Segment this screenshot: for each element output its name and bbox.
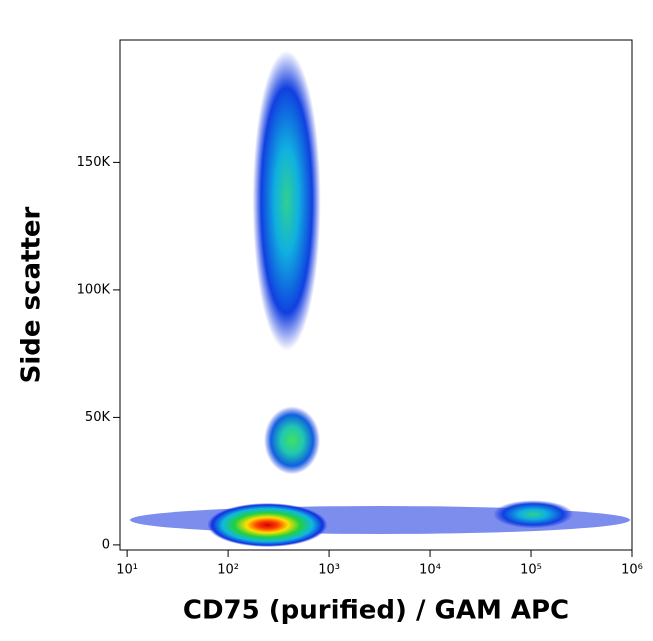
plot-area <box>119 39 633 551</box>
x-tick-label: 10³ <box>318 563 340 578</box>
y-tick-label: 0 <box>102 537 110 552</box>
x-tick-label: 10⁵ <box>520 563 542 578</box>
x-tick-label: 10¹ <box>116 563 138 578</box>
y-tick-label: 150K <box>77 155 111 170</box>
x-tick-label: 10⁴ <box>419 563 441 578</box>
x-tick-label: 10² <box>217 563 239 578</box>
population <box>207 503 328 548</box>
x-tick-label: 10⁶ <box>621 563 643 578</box>
population <box>493 500 574 529</box>
y-tick-label: 100K <box>77 282 111 297</box>
population <box>252 50 321 351</box>
y-tick-label: 50K <box>85 410 111 425</box>
y-axis-title: Side scatter <box>17 206 47 383</box>
x-axis-title: CD75 (purified) / GAM APC <box>183 596 569 626</box>
population <box>264 406 321 475</box>
